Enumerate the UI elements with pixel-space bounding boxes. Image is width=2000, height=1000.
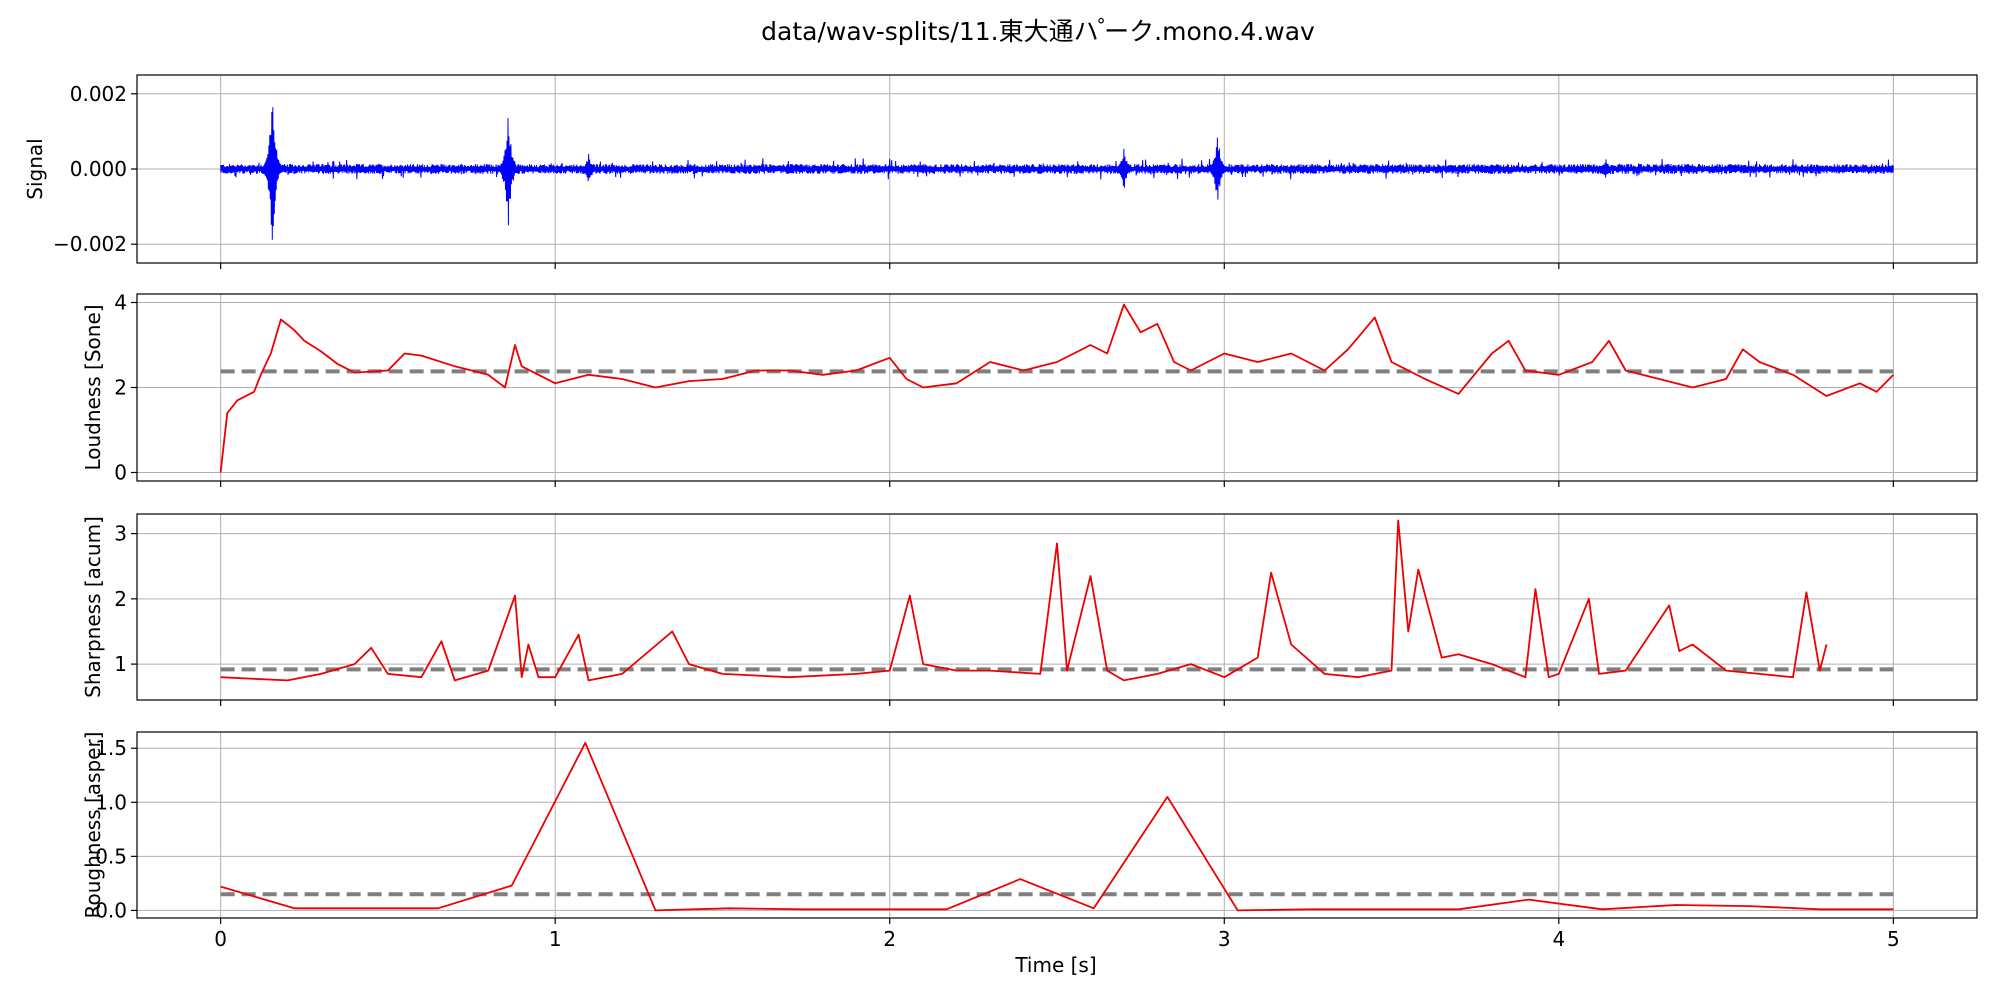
y-axis-label: Signal [23, 138, 47, 199]
y-tick-label: 0.002 [70, 82, 127, 106]
x-axis-label: Time [s] [1014, 953, 1096, 977]
x-tick-label: 3 [1218, 927, 1231, 951]
series-line-signal [220, 107, 1894, 240]
panel-loudness: 0 2 4 Loudness [Sone] [81, 291, 1978, 487]
series-line-roughness [220, 741, 1894, 912]
chart-title: data/wav-splits/11.東大通ハ ゚ーク.mono.4.wav [761, 17, 1315, 46]
y-tick-label: 1 [114, 652, 127, 676]
y-tick-label: 2 [114, 376, 127, 400]
panel-signal: −0.002 0.000 0.002 Signal [23, 74, 1978, 269]
y-tick-label: 0 [114, 461, 127, 485]
panel-roughness: 0.0 0.5 1.0 1.5 0 1 2 3 4 5 Roughness [asper] [81, 731, 1978, 951]
y-tick-label: 0.0 [95, 898, 127, 922]
y-tick-label: 4 [114, 291, 127, 315]
panel-sharpness: 1 2 3 Sharpness [acum] [81, 513, 1978, 706]
y-tick-label: 0.000 [70, 157, 127, 181]
x-tick-label: 2 [883, 927, 896, 951]
x-tick-label: 0 [214, 927, 227, 951]
y-tick-label: 0.5 [95, 844, 127, 868]
series-line-loudness [219, 303, 1895, 473]
y-tick-label: 1.5 [95, 736, 127, 760]
x-tick-label: 1 [549, 927, 562, 951]
axes-frame [136, 513, 1978, 701]
x-tick-label: 4 [1552, 927, 1565, 951]
y-axis-label: Loudness [Sone] [81, 304, 105, 470]
series-line-sharpness [220, 519, 1828, 682]
y-tick-label: 3 [114, 522, 127, 546]
y-tick-label: −0.002 [53, 232, 127, 256]
y-axis-label: Sharpness [acum] [81, 516, 105, 698]
x-tick-label: 5 [1887, 927, 1900, 951]
y-tick-label: 2 [114, 587, 127, 611]
y-axis-label: Roughness [asper] [81, 732, 105, 919]
axes-frame [136, 731, 1978, 919]
y-tick-label: 1.0 [95, 790, 127, 814]
